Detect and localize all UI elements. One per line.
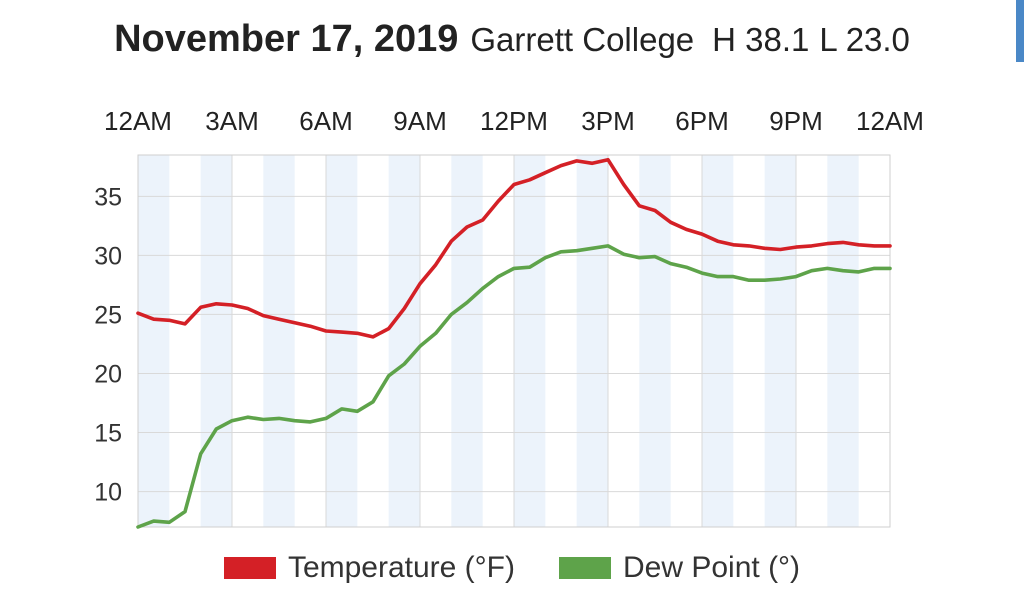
x-tick-label: 12AM [856,106,924,136]
hour-band [138,155,170,527]
hour-band [764,155,796,527]
x-tick-label: 12AM [104,106,172,136]
title-high: H 38.1 [712,21,810,58]
x-tick-label: 12PM [480,106,548,136]
title-date: November 17, 2019 [114,18,459,60]
legend-label-dew-point: Dew Point (°) [623,551,801,584]
hour-band [326,155,358,527]
x-tick-label: 6AM [299,106,352,136]
title-station: Garrett College [470,21,695,58]
hour-band [200,155,232,527]
y-tick-label: 15 [94,420,122,448]
legend-item-temperature: Temperature (°F) [223,551,515,585]
legend-swatch-temperature [223,557,276,579]
y-tick-label: 30 [94,242,122,270]
x-tick-label: 6PM [675,106,728,136]
x-tick-label: 9PM [769,106,822,136]
y-tick-label: 10 [94,479,122,507]
legend: Temperature (°F) Dew Point (°) [0,546,1024,590]
hour-band [827,155,859,527]
hour-band [388,155,420,527]
x-tick-label: 9AM [393,106,446,136]
hour-band [576,155,608,527]
temperature-line [136,157,892,339]
hour-band [514,155,546,527]
hour-band [263,155,295,527]
legend-label-temperature: Temperature (°F) [287,551,515,584]
title-low: L 23.0 [819,21,910,58]
window-edge-accent [1016,0,1024,62]
plot-frame [137,154,891,528]
x-tick-label: 3PM [581,106,634,136]
legend-item-dew-point: Dew Point (°) [559,551,800,585]
y-tick-label: 20 [94,360,122,388]
x-tick-label: 3AM [205,106,258,136]
legend-swatch-dew-point [559,557,611,579]
hour-band [702,155,734,527]
hour-band [451,155,483,527]
dew-point-line [136,244,892,529]
y-tick-label: 25 [94,301,122,329]
chart-title: November 17, 2019 Garrett College H 38.1… [0,18,1024,78]
y-tick-label: 35 [94,183,122,211]
